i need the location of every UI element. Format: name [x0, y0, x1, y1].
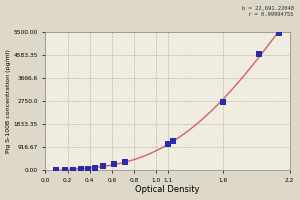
Point	[63, 168, 68, 171]
Text: b = 22,691.22048
r = 0.99994755: b = 22,691.22048 r = 0.99994755	[242, 6, 294, 17]
Point	[79, 167, 83, 171]
Point	[71, 168, 76, 171]
Point	[276, 31, 281, 34]
Point	[123, 160, 128, 164]
Point	[85, 167, 90, 170]
Point	[165, 142, 170, 145]
Point	[112, 163, 117, 166]
Point	[171, 139, 176, 143]
Point	[101, 165, 106, 168]
Point	[256, 53, 261, 56]
Point	[221, 100, 226, 104]
Y-axis label: Pig S-100B concentration (pg/ml): Pig S-100B concentration (pg/ml)	[6, 49, 10, 153]
Point	[93, 166, 98, 169]
X-axis label: Optical Density: Optical Density	[135, 185, 200, 194]
Point	[54, 168, 59, 172]
